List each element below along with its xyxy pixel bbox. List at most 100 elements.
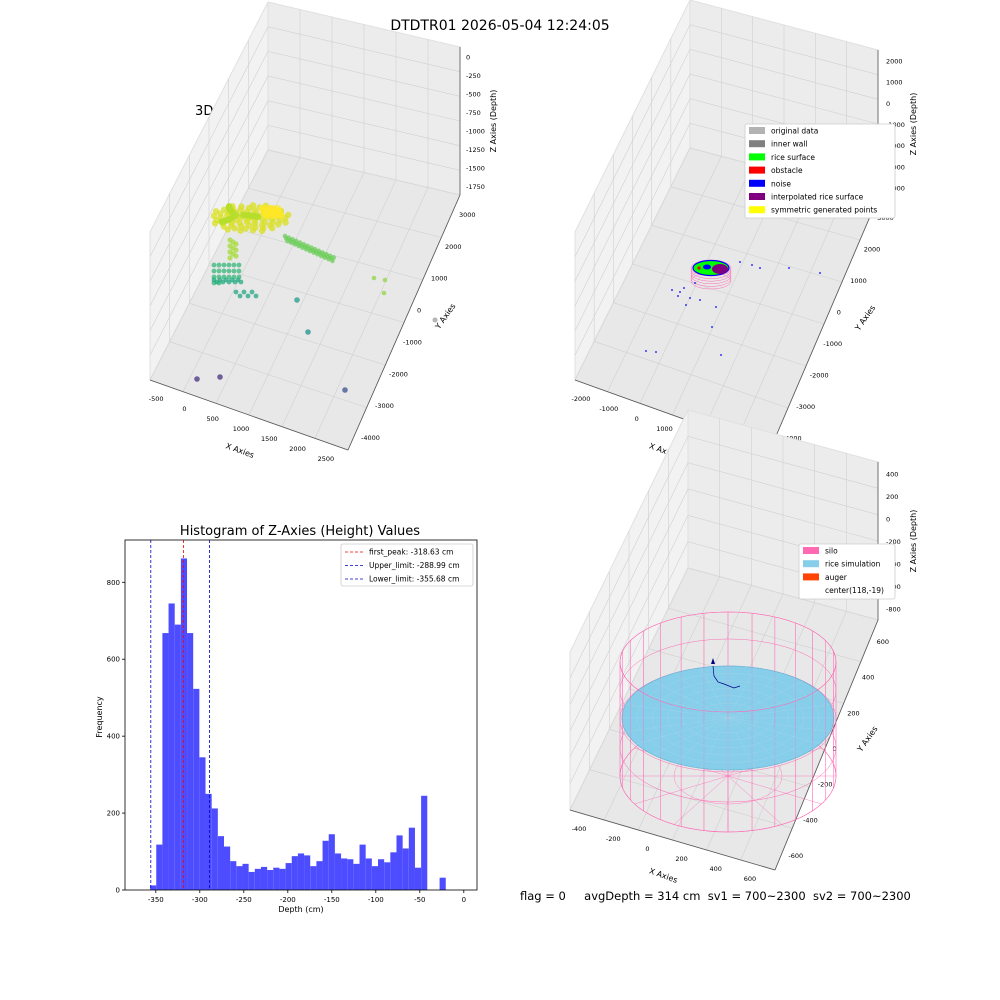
noise-point xyxy=(720,354,722,356)
z-axis-label: Z Axies (Depth) xyxy=(489,90,498,153)
noise-point xyxy=(715,306,717,308)
noise-point xyxy=(694,282,696,284)
y-tick-label: 600 xyxy=(877,638,889,646)
data-point xyxy=(278,213,285,219)
rice-mesh-spoke xyxy=(727,717,756,769)
histogram-bar xyxy=(162,633,169,890)
histogram-bar xyxy=(328,834,335,890)
histogram-bar xyxy=(168,603,175,890)
data-point xyxy=(226,274,232,280)
data-point xyxy=(432,317,438,323)
z-axis-label: Z Axies (Depth) xyxy=(909,93,918,156)
legend-label: inner wall xyxy=(771,140,808,149)
data-point xyxy=(237,227,244,234)
histogram-bar xyxy=(187,633,194,890)
y-tick-label: 400 xyxy=(862,674,874,682)
z-tick-label: -800 xyxy=(886,606,901,614)
rice-mesh-spoke xyxy=(674,717,729,764)
data-point xyxy=(238,279,244,285)
plot-frame xyxy=(124,539,478,891)
histogram-bar xyxy=(254,868,261,890)
data-point xyxy=(216,268,222,274)
z-tick-label: -1250 xyxy=(466,146,485,154)
legend-swatch xyxy=(803,560,819,568)
data-point xyxy=(245,293,251,299)
y-tick-label: 600 xyxy=(107,656,120,664)
noise-point xyxy=(759,267,761,269)
grid-line xyxy=(569,435,879,679)
histogram-bar xyxy=(365,858,372,890)
legend-label: silo xyxy=(825,547,838,556)
data-point xyxy=(241,289,247,295)
grid-line xyxy=(737,189,847,439)
x-tick-label: -500 xyxy=(149,395,164,403)
y-tick-label: -2000 xyxy=(810,371,829,379)
z-tick-label: -1750 xyxy=(466,183,485,191)
data-point xyxy=(236,268,242,274)
data-point xyxy=(236,262,242,268)
data-point xyxy=(294,297,300,303)
x-tick-label: -50 xyxy=(414,896,425,904)
data-point xyxy=(218,218,225,225)
z-tick-label: 400 xyxy=(886,470,898,478)
z-tick-label: -1000 xyxy=(886,121,905,129)
y-tick-label: 400 xyxy=(107,733,120,741)
legend-label: center(118,-19) xyxy=(825,586,884,595)
data-point xyxy=(275,221,282,228)
legend-label: interpolated rice surface xyxy=(771,193,864,202)
rice-mesh-spoke xyxy=(727,667,756,719)
data-point xyxy=(231,262,237,268)
x-axis-label: X Axies xyxy=(648,866,679,885)
y-tick-label: 1000 xyxy=(431,275,448,283)
avg-depth-text: avgDepth = 314 cm xyxy=(584,889,701,903)
auger-path xyxy=(712,665,741,689)
rice-mesh-spoke xyxy=(727,717,782,764)
legend-label: symmetric generated points xyxy=(771,206,877,215)
z-tick-label: -2000 xyxy=(886,142,905,150)
y-tick-label: 800 xyxy=(107,579,120,587)
histogram-bar xyxy=(334,853,342,890)
data-point xyxy=(221,268,227,274)
data-point xyxy=(227,255,233,261)
histogram-bar xyxy=(371,866,378,890)
histogram-bar xyxy=(205,793,212,890)
histogram-bar xyxy=(347,859,354,890)
y-tick-label: -1000 xyxy=(403,338,422,346)
histogram-bar xyxy=(322,840,329,890)
data-point xyxy=(224,226,231,233)
histogram-bar xyxy=(150,885,157,890)
histogram-bar xyxy=(260,866,268,890)
x-axis-line xyxy=(149,379,349,451)
z-tick-label: -750 xyxy=(466,109,481,117)
histogram-bar xyxy=(156,844,163,890)
panel3-title: Histogram of Z-Axies (Height) Values xyxy=(179,524,421,539)
noise-point xyxy=(645,350,647,352)
data-point xyxy=(226,268,232,274)
legend-swatch xyxy=(749,206,765,214)
data-point xyxy=(242,225,249,232)
grid-line xyxy=(569,462,879,705)
histogram-bar xyxy=(341,858,348,890)
y-tick-label: -3000 xyxy=(375,402,394,410)
data-point xyxy=(249,202,257,209)
histogram-bar xyxy=(378,859,385,890)
data-point xyxy=(285,211,292,219)
noise-point xyxy=(685,304,687,306)
legend-box xyxy=(798,543,896,600)
rice-mesh-spoke xyxy=(674,672,729,719)
x-axis-line xyxy=(569,809,776,871)
x-tick-label: -200 xyxy=(280,896,296,904)
legend-swatch xyxy=(749,166,765,174)
legend-label: first_peak: -318.63 cm xyxy=(369,548,453,557)
x-tick-label: -250 xyxy=(236,896,252,904)
obstacle-point xyxy=(697,266,701,270)
data-point xyxy=(342,387,348,393)
x-tick-label: 0 xyxy=(645,845,649,853)
legend-label: Upper_limit: -288.99 cm xyxy=(369,561,460,570)
legend-label: noise xyxy=(771,179,791,188)
histogram-bar xyxy=(396,835,403,890)
y-axis-label: Y Axies xyxy=(855,725,880,755)
histogram-bar xyxy=(384,862,391,890)
x-tick-label: 2000 xyxy=(289,445,306,453)
legend-swatch xyxy=(749,179,765,187)
